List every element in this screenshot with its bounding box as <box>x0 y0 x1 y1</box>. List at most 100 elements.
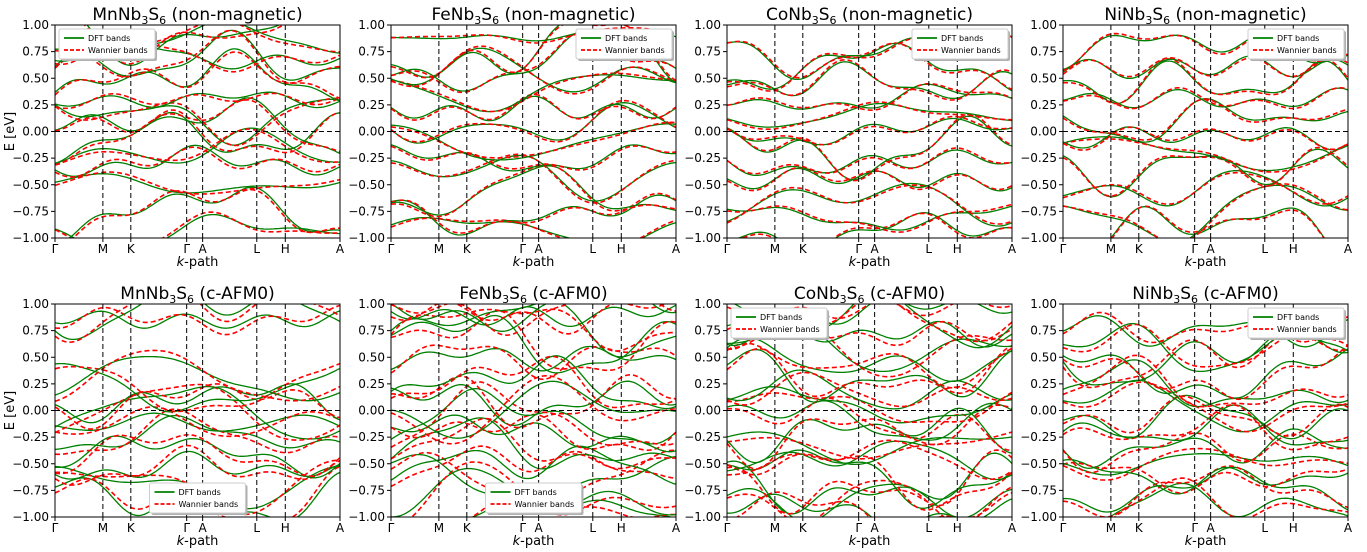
dft-band-12 <box>727 336 1012 383</box>
y-tick-label: −0.75 <box>1020 483 1057 497</box>
legend-dft-label: DFT bands <box>1277 34 1319 43</box>
wannier-band-5 <box>391 145 676 171</box>
x-tick-label: M <box>1106 242 1116 256</box>
x-tick-label: L <box>925 521 932 535</box>
x-axis-label: k-path <box>177 255 219 270</box>
y-tick-label: 0.00 <box>22 125 49 139</box>
x-tick-label: L <box>253 521 260 535</box>
y-tick-label: 0.25 <box>22 98 49 112</box>
legend: DFT bands Wannier bands <box>149 482 248 515</box>
y-tick-label: −1.00 <box>1020 231 1057 245</box>
x-tick-label: L <box>253 242 260 256</box>
x-tick-label: H <box>953 521 962 535</box>
dft-band-7 <box>55 385 340 440</box>
band-panel-2: 1.00 0.75 0.50 0.25 0.00 −0.25 −0.50 −0.75 −1.00… <box>348 5 681 270</box>
y-tick-label: 0.75 <box>1030 45 1057 59</box>
y-tick-label: 0.25 <box>358 98 385 112</box>
dft-band-9 <box>55 91 340 109</box>
y-tick-label: 0.50 <box>22 350 49 364</box>
y-tick-label: 0.50 <box>694 71 721 85</box>
y-tick-label: 1.00 <box>22 18 49 32</box>
dft-band-2 <box>727 483 1012 517</box>
legend: DFT bands Wannier bands <box>58 28 157 61</box>
wannier-band-9 <box>55 362 340 413</box>
panel-title: FeNb3S6 (non-magnetic) <box>431 5 635 27</box>
panel-title: NiNb3S6 (non-magnetic) <box>1104 5 1306 27</box>
band-panel-6: 1.00 0.75 0.50 0.25 0.00 −0.25 −0.50 −0.75 −1.00… <box>348 284 681 549</box>
dft-band-3 <box>1063 169 1348 207</box>
y-axis-label: E [eV] <box>3 112 18 151</box>
wannier-band-2 <box>391 192 676 234</box>
y-tick-label: −0.75 <box>12 483 49 497</box>
y-tick-label: −0.75 <box>684 483 721 497</box>
y-tick-label: 0.50 <box>1030 350 1057 364</box>
y-tick-label: 0.00 <box>358 125 385 139</box>
wannier-band-8 <box>727 397 1012 446</box>
dft-band-4 <box>391 154 676 202</box>
y-tick-label: 1.00 <box>694 297 721 311</box>
wannier-band-9 <box>1063 354 1348 408</box>
wannier-band-6 <box>55 109 340 154</box>
y-tick-label: −0.25 <box>684 430 721 444</box>
y-tick-label: −0.50 <box>12 457 49 471</box>
legend: DFT bands Wannier bands <box>575 28 674 61</box>
band-panel-7: 1.00 0.75 0.50 0.25 0.00 −0.25 −0.50 −0.75 −1.00… <box>684 284 1017 549</box>
y-tick-label: 0.75 <box>22 45 49 59</box>
x-tick-label: Γ <box>52 242 59 256</box>
legend-wannier-label: Wannier bands <box>515 500 575 509</box>
wannier-band-10 <box>1063 344 1348 401</box>
x-tick-label: L <box>1261 521 1268 535</box>
band-panel-4: 1.00 0.75 0.50 0.25 0.00 −0.25 −0.50 −0.75 −1.00… <box>1020 5 1353 270</box>
wannier-band-7 <box>391 99 676 143</box>
wannier-band-2 <box>71 188 340 238</box>
dft-band-6 <box>727 115 1012 181</box>
y-tick-label: 1.00 <box>1030 18 1057 32</box>
x-tick-label: A <box>871 521 880 535</box>
y-tick-label: −0.25 <box>12 430 49 444</box>
x-tick-label: Γ <box>1060 242 1067 256</box>
y-tick-label: 0.75 <box>1030 324 1057 338</box>
panel-title: FeNb3S6 (c-AFM0) <box>459 284 607 306</box>
dft-band-8 <box>727 102 1012 128</box>
y-tick-label: 1.00 <box>1030 297 1057 311</box>
dft-band-2 <box>68 186 340 238</box>
dft-band-9 <box>55 362 340 413</box>
y-tick-label: 0.50 <box>1030 71 1057 85</box>
y-tick-label: −0.50 <box>684 457 721 471</box>
x-axis-label: k-path <box>1185 534 1227 549</box>
wannier-band-4 <box>391 153 676 204</box>
y-tick-label: 1.00 <box>694 18 721 32</box>
legend: DFT bands Wannier bands <box>730 307 829 340</box>
x-axis-label: k-path <box>849 255 891 270</box>
x-tick-label: Γ <box>724 521 731 535</box>
dft-band-12 <box>55 304 340 341</box>
x-tick-label: A <box>1344 242 1353 256</box>
dft-band-1 <box>727 493 1012 517</box>
x-tick-label: M <box>770 521 780 535</box>
legend: DFT bands Wannier bands <box>1247 307 1346 340</box>
wannier-band-3 <box>727 184 1012 225</box>
y-tick-label: 0.25 <box>1030 377 1057 391</box>
dft-band-11 <box>55 29 340 81</box>
dft-band-4 <box>1063 453 1348 476</box>
wannier-band-7 <box>727 115 1012 146</box>
x-tick-label: A <box>336 242 345 256</box>
x-tick-label: H <box>617 242 626 256</box>
y-tick-label: −1.00 <box>12 231 49 245</box>
legend-dft-label: DFT bands <box>605 34 647 43</box>
x-tick-label: Γ <box>1191 242 1198 256</box>
panel-title: NiNb3S6 (c-AFM0) <box>1132 284 1278 306</box>
legend-dft-label: DFT bands <box>88 34 130 43</box>
wannier-band-3 <box>1063 171 1348 206</box>
legend-wannier-label: Wannier bands <box>1277 325 1337 334</box>
x-tick-label: H <box>1289 242 1298 256</box>
y-tick-label: −0.75 <box>348 204 385 218</box>
y-tick-label: 0.50 <box>358 71 385 85</box>
x-tick-label: A <box>1008 521 1017 535</box>
dft-band-8 <box>391 95 676 122</box>
x-tick-label: K <box>1135 521 1144 535</box>
dft-band-3 <box>55 173 340 194</box>
y-tick-label: −0.50 <box>684 178 721 192</box>
x-tick-label: H <box>953 242 962 256</box>
legend-box <box>1247 307 1345 339</box>
